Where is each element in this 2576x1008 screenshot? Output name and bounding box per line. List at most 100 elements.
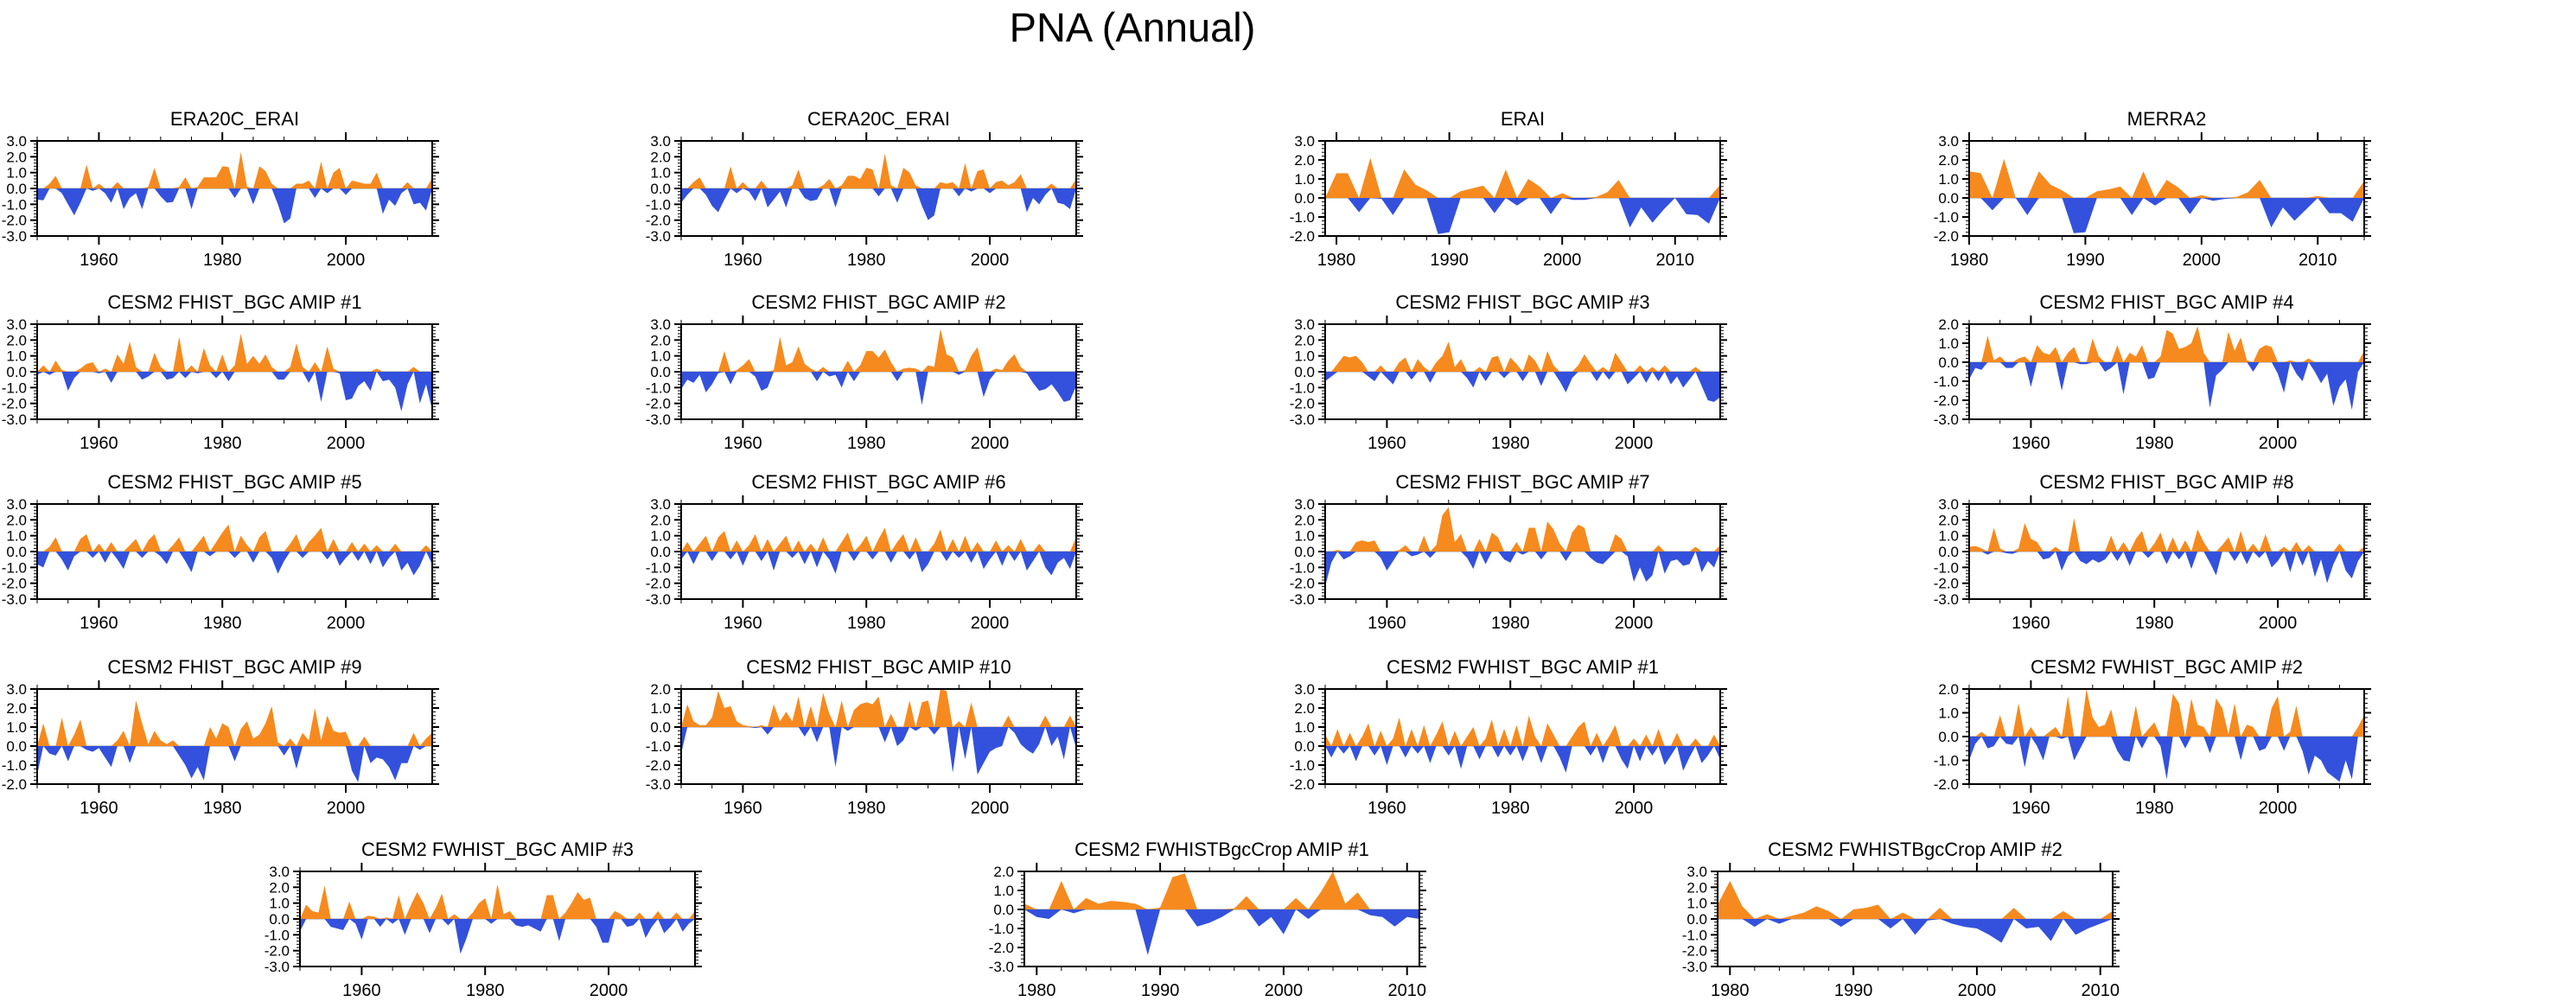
svg-text:2.0: 2.0 bbox=[6, 700, 27, 717]
panel-title: CESM2 FHIST_BGC AMIP #6 bbox=[751, 471, 1005, 493]
svg-text:1980: 1980 bbox=[1491, 614, 1530, 633]
svg-text:3.0: 3.0 bbox=[1938, 496, 1959, 513]
svg-text:-2.0: -2.0 bbox=[989, 940, 1014, 956]
svg-text:-2.0: -2.0 bbox=[2, 213, 27, 229]
svg-text:1990: 1990 bbox=[2066, 251, 2105, 270]
svg-text:1960: 1960 bbox=[80, 614, 118, 633]
panel-title: CESM2 FWHIST_BGC AMIP #1 bbox=[1387, 656, 1659, 678]
svg-text:-1.0: -1.0 bbox=[1290, 380, 1315, 396]
anomaly-timeseries-plot: -3.0-2.0-1.00.01.02.03.0 1960 1980 2000 CESM… bbox=[265, 839, 702, 1000]
svg-text:0.0: 0.0 bbox=[1294, 544, 1315, 560]
chart-panel: -2.0 -1.0 0.0 1.0 2.0 3.0 1980 1990 2000 2010 MERR… bbox=[1932, 105, 2416, 278]
svg-text:2.0: 2.0 bbox=[650, 149, 671, 165]
svg-text:2010: 2010 bbox=[2081, 981, 2120, 1000]
svg-text:-2.0: -2.0 bbox=[1290, 396, 1315, 412]
anomaly-timeseries-plot: -3.0-2.0-1.00.01.02.03.0 1960 1980 2000 CESM… bbox=[646, 291, 1083, 453]
anomaly-timeseries-plot: -3.0 -2.0 -1.0 0.0 1.0 2.0 1960 1980 2000 CESM2 F… bbox=[1934, 291, 2371, 453]
svg-text:1960: 1960 bbox=[80, 251, 118, 270]
anomaly-timeseries-plot: -3.0-2.0-1.00.01.02.03.0 1960 1980 2000 CESM… bbox=[1290, 291, 1727, 453]
svg-text:0.0: 0.0 bbox=[993, 902, 1014, 918]
svg-text:0.0: 0.0 bbox=[6, 181, 27, 197]
svg-text:1.0: 1.0 bbox=[650, 165, 671, 182]
svg-text:1960: 1960 bbox=[724, 251, 762, 270]
svg-text:2000: 2000 bbox=[2259, 799, 2298, 818]
svg-text:-3.0: -3.0 bbox=[646, 228, 671, 245]
svg-text:1980: 1980 bbox=[847, 799, 886, 818]
svg-text:3.0: 3.0 bbox=[1294, 133, 1315, 150]
svg-text:-2.0: -2.0 bbox=[646, 757, 671, 774]
panel-title: CESM2 FWHISTBgcCrop AMIP #1 bbox=[1074, 839, 1369, 860]
svg-text:-2.0: -2.0 bbox=[646, 396, 671, 412]
svg-text:2.0: 2.0 bbox=[650, 681, 671, 698]
anomaly-timeseries-plot: -3.0-2.0-1.00.01.02.03.0 1980 1990 2000 2010… bbox=[1682, 839, 2120, 1000]
anomaly-timeseries-plot: -3.0-2.0-1.00.01.02.03.0 1960 1980 2000 CESM… bbox=[1290, 471, 1727, 633]
svg-text:1980: 1980 bbox=[203, 434, 242, 453]
svg-text:1.0: 1.0 bbox=[6, 528, 27, 545]
svg-text:-2.0: -2.0 bbox=[1934, 776, 1959, 793]
svg-text:0.0: 0.0 bbox=[1938, 544, 1959, 560]
svg-text:2.0: 2.0 bbox=[1938, 681, 1959, 698]
chart-panel: -3.0 -2.0 -1.0 0.0 1.0 2.0 1960 1980 2000 CESM2 F… bbox=[644, 653, 1128, 826]
svg-text:2000: 2000 bbox=[1615, 434, 1654, 453]
panel-title: MERRA2 bbox=[2127, 108, 2207, 130]
svg-text:0.0: 0.0 bbox=[1294, 364, 1315, 380]
svg-text:1.0: 1.0 bbox=[1294, 528, 1315, 545]
svg-text:2000: 2000 bbox=[327, 251, 366, 270]
svg-text:0.0: 0.0 bbox=[1294, 190, 1315, 207]
svg-text:0.0: 0.0 bbox=[1938, 190, 1959, 207]
svg-text:-2.0: -2.0 bbox=[1934, 228, 1959, 245]
svg-text:2000: 2000 bbox=[590, 981, 628, 1000]
svg-text:1960: 1960 bbox=[724, 799, 762, 818]
svg-text:3.0: 3.0 bbox=[1294, 681, 1315, 698]
anomaly-timeseries-plot: -2.0 -1.0 0.0 1.0 2.0 3.0 1960 1980 2000 CESM2 FH… bbox=[2, 656, 439, 818]
anomaly-timeseries-plot: -3.0-2.0-1.00.01.02.03.0 1960 1980 2000 CERA… bbox=[646, 108, 1083, 270]
svg-text:-3.0: -3.0 bbox=[989, 959, 1014, 975]
svg-text:1980: 1980 bbox=[2135, 434, 2174, 453]
svg-text:2000: 2000 bbox=[2259, 434, 2298, 453]
svg-text:3.0: 3.0 bbox=[6, 133, 27, 150]
svg-text:2000: 2000 bbox=[1615, 799, 1654, 818]
svg-text:1960: 1960 bbox=[342, 981, 381, 1000]
svg-text:3.0: 3.0 bbox=[6, 681, 27, 698]
panel-title: CESM2 FHIST_BGC AMIP #7 bbox=[1395, 471, 1649, 493]
svg-text:-1.0: -1.0 bbox=[1934, 753, 1959, 769]
chart-panel: -2.0 -1.0 0.0 1.0 2.0 3.0 1980 1990 2000 2010 ERAI bbox=[1288, 105, 1772, 278]
svg-text:0.0: 0.0 bbox=[650, 719, 671, 736]
chart-panel: -3.0 -2.0 -1.0 0.0 1.0 2.0 3.0 1960 1980 2000 CESM… bbox=[1288, 288, 1772, 461]
svg-text:1980: 1980 bbox=[1711, 981, 1750, 1000]
panel-title: CESM2 FHIST_BGC AMIP #10 bbox=[746, 656, 1011, 678]
svg-text:1980: 1980 bbox=[203, 251, 242, 270]
panel-title: ERAI bbox=[1501, 108, 1545, 130]
svg-text:-1.0: -1.0 bbox=[646, 738, 671, 755]
chart-panel: -3.0 -2.0 -1.0 0.0 1.0 2.0 3.0 1960 1980 2000 CESM… bbox=[644, 288, 1128, 461]
svg-text:-1.0: -1.0 bbox=[1934, 373, 1959, 390]
svg-text:-3.0: -3.0 bbox=[1290, 411, 1315, 428]
svg-text:1960: 1960 bbox=[80, 434, 118, 453]
svg-text:1.0: 1.0 bbox=[650, 348, 671, 365]
svg-text:-2.0: -2.0 bbox=[2, 576, 27, 592]
chart-panel: -3.0 -2.0 -1.0 0.0 1.0 2.0 3.0 1960 1980 2000 CESM… bbox=[263, 835, 747, 1008]
svg-text:1980: 1980 bbox=[847, 251, 886, 270]
panel-title: CESM2 FHIST_BGC AMIP #8 bbox=[2039, 471, 2293, 493]
svg-text:2000: 2000 bbox=[1615, 614, 1654, 633]
svg-text:-1.0: -1.0 bbox=[1934, 559, 1959, 576]
svg-text:1960: 1960 bbox=[1368, 614, 1406, 633]
svg-text:1.0: 1.0 bbox=[6, 348, 27, 365]
anomaly-timeseries-plot: -2.0 -1.0 0.0 1.0 2.0 1960 1980 2000 CESM2 FWHIS… bbox=[1934, 656, 2371, 818]
svg-text:1.0: 1.0 bbox=[1294, 171, 1315, 188]
svg-text:2000: 2000 bbox=[2259, 614, 2298, 633]
svg-text:1.0: 1.0 bbox=[650, 528, 671, 545]
svg-text:-3.0: -3.0 bbox=[1682, 959, 1707, 975]
svg-text:-1.0: -1.0 bbox=[1290, 559, 1315, 576]
svg-text:2.0: 2.0 bbox=[6, 512, 27, 528]
svg-text:1980: 1980 bbox=[1950, 251, 1989, 270]
svg-text:2.0: 2.0 bbox=[1687, 879, 1707, 896]
panel-title: CESM2 FHIST_BGC AMIP #9 bbox=[107, 656, 361, 678]
svg-text:-2.0: -2.0 bbox=[1290, 228, 1315, 245]
svg-text:-3.0: -3.0 bbox=[646, 411, 671, 428]
svg-text:3.0: 3.0 bbox=[650, 316, 671, 333]
chart-panel: -3.0 -2.0 -1.0 0.0 1.0 2.0 1980 1990 2000 2010 CES… bbox=[987, 835, 1471, 1008]
svg-text:2010: 2010 bbox=[2299, 251, 2337, 270]
svg-text:3.0: 3.0 bbox=[269, 864, 290, 880]
svg-text:1960: 1960 bbox=[724, 434, 762, 453]
